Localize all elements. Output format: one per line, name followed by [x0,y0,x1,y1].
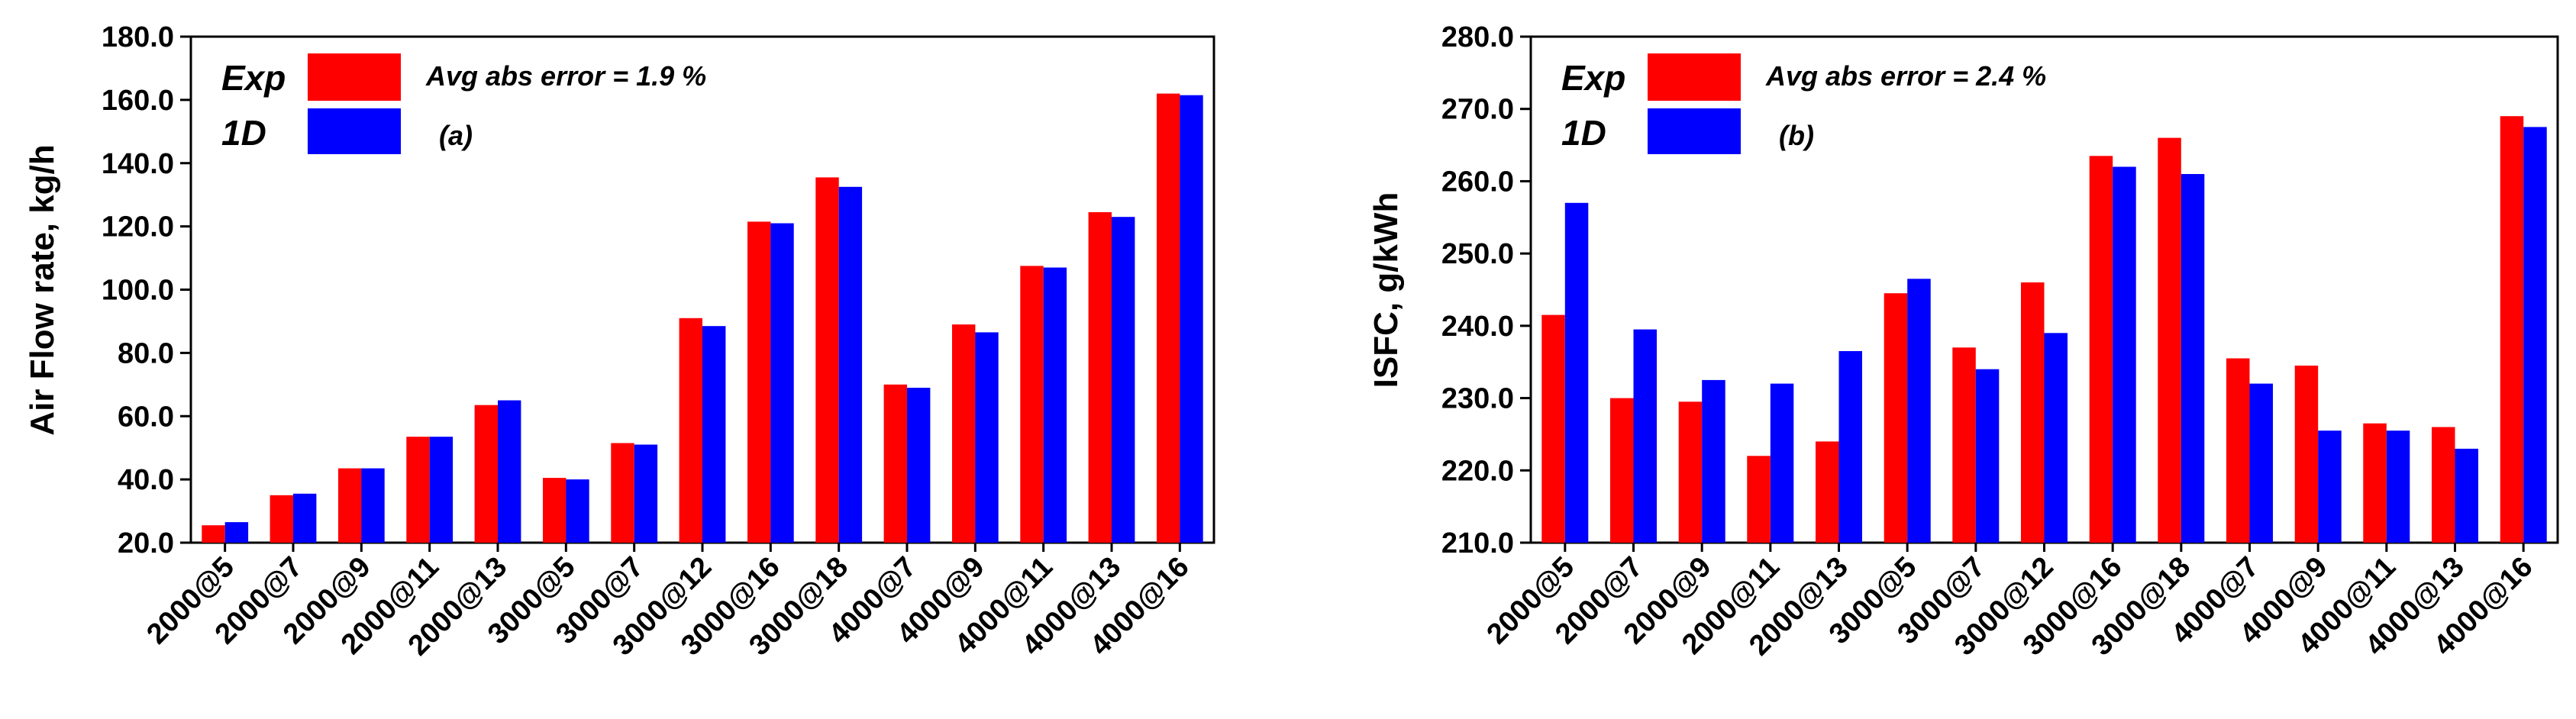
y-tick-label: 210.0 [1441,527,1514,559]
bar-1d-3000@7 [634,444,658,543]
y-tick-label: 240.0 [1441,311,1514,343]
bar-1d-4000@7 [2249,383,2273,543]
bar-exp-3000@18 [2158,137,2181,543]
panel-label: (b) [1779,120,1814,151]
bar-1d-2000@9 [1702,379,1725,543]
y-tick-label: 250.0 [1441,238,1514,270]
legend-swatch-exp [1648,53,1741,101]
bar-1d-4000@13 [1112,217,1135,543]
bar-exp-3000@12 [679,318,702,543]
y-tick-label: 120.0 [102,211,174,243]
bar-1d-2000@9 [361,468,385,543]
y-tick-label: 160.0 [102,85,174,117]
bar-exp-2000@9 [1678,401,1703,543]
y-tick-label: 40.0 [118,464,174,496]
bar-exp-4000@9 [952,324,976,543]
bar-1d-3000@18 [2181,174,2205,543]
bar-1d-3000@12 [2044,333,2068,543]
bar-exp-4000@16 [1157,93,1180,543]
legend-label-exp: Exp [221,58,286,98]
bar-1d-2000@13 [1838,351,1862,543]
bar-exp-4000@11 [2363,423,2387,543]
bar-1d-2000@5 [224,522,249,543]
bar-1d-4000@9 [2318,430,2342,543]
bar-exp-3000@12 [2021,282,2045,543]
bar-exp-3000@7 [1952,347,1976,543]
bar-exp-4000@7 [2226,358,2250,543]
bar-1d-2000@5 [1564,202,1589,543]
bar-exp-3000@16 [2089,156,2113,543]
bar-exp-2000@7 [1610,398,1634,543]
bar-1d-2000@13 [498,400,521,543]
y-tick-label: 100.0 [102,275,174,307]
bar-exp-4000@13 [1088,212,1112,543]
bar-1d-4000@9 [975,332,999,543]
bar-1d-3000@7 [1975,369,2000,543]
bar-exp-2000@5 [202,525,225,543]
legend-swatch-exp [308,53,401,101]
bar-1d-4000@16 [1180,95,1203,543]
legend-label-1d: 1D [221,113,266,153]
bar-exp-2000@7 [270,495,293,543]
y-tick-label: 20.0 [118,527,174,559]
bar-exp-4000@11 [1020,266,1044,543]
bar-1d-4000@7 [907,388,931,543]
y-axis-title: ISFC, g/kWh [1367,192,1405,389]
bar-1d-3000@5 [566,479,589,543]
y-tick-label: 180.0 [102,21,174,53]
bar-1d-3000@16 [770,223,794,543]
legend-label-1d: 1D [1561,113,1606,153]
error-annotation: Avg abs error = 2.4 % [1765,60,2046,92]
bar-exp-4000@7 [883,384,907,543]
y-tick-label: 260.0 [1441,166,1514,198]
y-tick-label: 220.0 [1441,455,1514,487]
bar-1d-4000@16 [2523,127,2547,543]
legend-swatch-1d [1648,108,1741,154]
bar-1d-2000@7 [293,493,317,543]
bar-exp-3000@5 [543,478,567,543]
y-tick-label: 270.0 [1441,94,1514,126]
bar-exp-3000@5 [1884,293,1908,543]
bar-exp-3000@18 [815,177,839,543]
bar-1d-4000@11 [2386,430,2410,543]
bar-exp-2000@13 [1816,441,1839,543]
bar-exp-3000@7 [611,443,634,543]
y-axis-title: Air Flow rate, kg/h [24,144,61,435]
y-tick-label: 280.0 [1441,21,1514,53]
bar-exp-2000@11 [406,437,430,543]
bar-exp-4000@9 [2294,366,2319,543]
panel-label: (a) [439,120,473,151]
y-tick-label: 60.0 [118,401,174,433]
bar-1d-3000@5 [1907,279,1931,543]
bar-exp-2000@13 [474,405,498,543]
bar-1d-3000@16 [2113,166,2136,543]
bar-exp-2000@5 [1541,314,1565,543]
bar-exp-2000@9 [338,468,362,543]
bar-1d-2000@11 [429,437,454,543]
bar-1d-4000@13 [2455,448,2478,543]
legend-label-exp: Exp [1561,58,1625,98]
bar-exp-2000@11 [1747,456,1771,543]
bar-exp-4000@16 [2500,116,2524,543]
y-tick-label: 80.0 [118,337,174,369]
y-tick-label: 140.0 [102,148,174,180]
bar-1d-3000@12 [702,326,726,543]
bar-1d-3000@18 [838,186,863,543]
bar-exp-4000@13 [2432,427,2455,543]
bar-exp-3000@16 [747,221,771,543]
bar-1d-4000@11 [1043,267,1067,543]
chart-panel-a: 20.0 40.0 60.0 80.0 100.0 120.0 140.0 160.0 180.… [24,21,1215,662]
bar-1d-2000@7 [1633,329,1657,543]
chart-panel-b: 210.0 220.0 230.0 240.0 250.0 260.0 270.0 280.0… [1367,21,2559,662]
bar-1d-2000@11 [1770,383,1794,543]
legend-swatch-1d [308,108,401,154]
y-tick-label: 230.0 [1441,383,1514,415]
error-annotation: Avg abs error = 1.9 % [425,60,706,92]
